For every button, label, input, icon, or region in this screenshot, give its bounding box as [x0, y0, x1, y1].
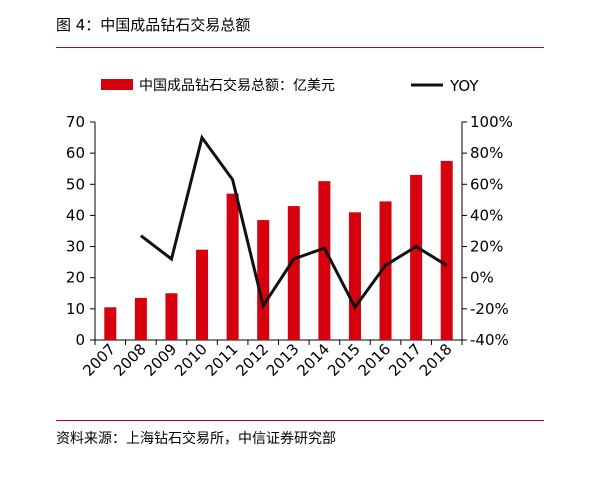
bar-2017 — [410, 174, 423, 340]
yoy-line — [139, 134, 448, 311]
source-note: 资料来源：上海钻石交易所，中信证券研究部 — [56, 431, 336, 447]
y-left-tick-label: 30 — [66, 238, 85, 256]
legend-label-line: YOY — [449, 77, 479, 95]
y-right-tick-label: 100% — [470, 113, 513, 131]
figure-title: 图 4：中国成品钻石交易总额 — [56, 16, 251, 34]
y-right-tick-label: 0% — [470, 269, 494, 287]
x-tick-label-2010: 2010 — [171, 340, 211, 380]
legend-swatch-bar — [101, 79, 133, 90]
bar-2010 — [196, 249, 209, 340]
y-right-tick-label: 80% — [470, 144, 503, 162]
y-left-tick-label: 60 — [66, 144, 85, 162]
top-rule — [56, 47, 544, 48]
y-left-tick-label: 0 — [75, 331, 85, 349]
x-tick-label-2008: 2008 — [110, 340, 150, 380]
y-left-tick-label: 70 — [66, 113, 85, 131]
bar-2007 — [104, 307, 117, 340]
y-left-tick-label: 20 — [66, 269, 85, 287]
y-right-tick-label: 60% — [470, 175, 503, 193]
y-right-tick-label: -20% — [470, 300, 509, 318]
x-tick-label-2013: 2013 — [263, 340, 303, 380]
x-tick-label-2015: 2015 — [324, 340, 364, 380]
legend-label-bar: 中国成品钻石交易总额：亿美元 — [139, 77, 335, 94]
x-tick-label-2012: 2012 — [232, 340, 272, 380]
y-right-tick-label: 20% — [470, 238, 503, 256]
y-right-tick-label: -40% — [470, 331, 509, 349]
x-tick-label-2007: 2007 — [79, 340, 119, 380]
bar-2012 — [257, 220, 270, 340]
y-left-tick-label: 10 — [66, 300, 85, 318]
bar-2009 — [165, 293, 178, 340]
x-tick-label-2014: 2014 — [293, 340, 333, 380]
x-tick-label-2016: 2016 — [355, 340, 395, 380]
bar-2014 — [318, 181, 331, 340]
legend: 中国成品钻石交易总额：亿美元 YOY — [101, 77, 479, 95]
bottom-rule — [56, 420, 544, 421]
bar-2008 — [134, 297, 147, 340]
y-right-tick-label: 40% — [470, 206, 503, 224]
x-tick-label-2009: 2009 — [141, 340, 181, 380]
x-tick-label-2018: 2018 — [416, 340, 456, 380]
combo-chart: 中国成品钻石交易总额：亿美元 YOY 0 10 20 30 40 50 60 70 -40% -2… — [66, 77, 513, 380]
bar-2011 — [226, 193, 239, 340]
x-tick-label-2017: 2017 — [385, 340, 425, 380]
bar-2016 — [379, 201, 392, 340]
y-left-tick-label: 40 — [66, 206, 85, 224]
bar-2013 — [287, 206, 300, 340]
bar-2018 — [440, 160, 453, 340]
bar-2015 — [348, 212, 361, 340]
y-left-tick-label: 50 — [66, 175, 85, 193]
x-tick-label-2011: 2011 — [202, 340, 242, 380]
